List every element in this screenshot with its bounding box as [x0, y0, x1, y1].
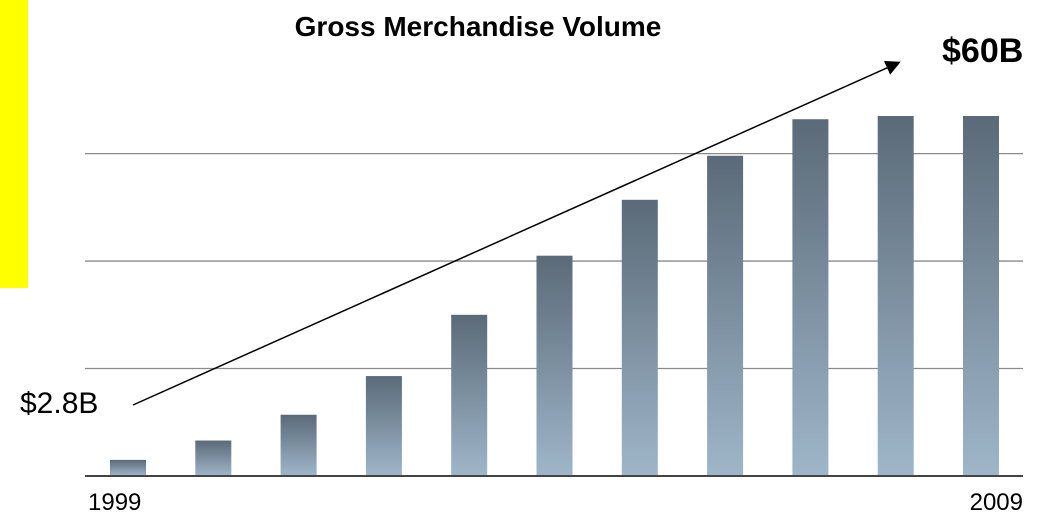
- bar-2006: [707, 155, 744, 476]
- end-value-label: $60B: [942, 32, 1023, 70]
- bar-1999: [110, 459, 146, 476]
- bar-2008: [877, 116, 914, 476]
- bar-2007: [792, 119, 829, 476]
- bar-2000: [195, 440, 232, 476]
- bars: [110, 116, 999, 476]
- chart-title: Gross Merchandise Volume: [295, 11, 662, 42]
- bar-2005: [621, 199, 658, 476]
- yellow-side-bar: [0, 0, 28, 288]
- bar-2003: [451, 314, 488, 476]
- bar-2009: [963, 116, 999, 476]
- bar-2004: [536, 255, 573, 476]
- growth-trend-arrow: [132, 61, 901, 406]
- x-tick-first: 1999: [88, 489, 141, 514]
- x-tick-last: 2009: [970, 489, 1023, 514]
- bar-2002: [365, 376, 402, 476]
- bar-2001: [280, 414, 317, 476]
- start-value-label: $2.8B: [20, 387, 98, 420]
